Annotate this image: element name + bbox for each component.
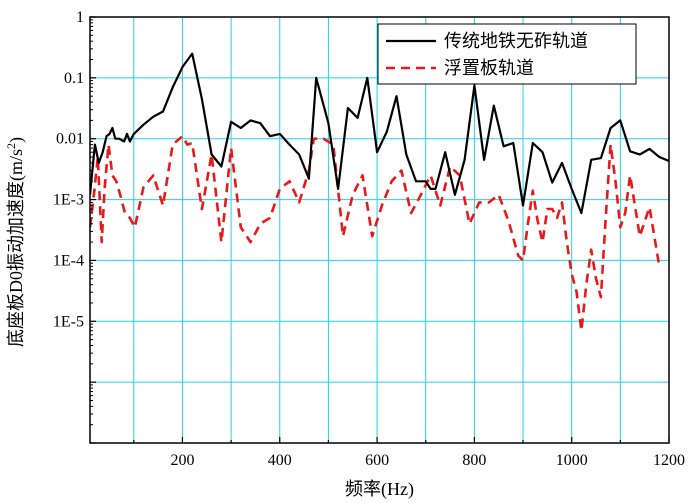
x-tick-label: 600 [365,452,389,469]
y-tick-label: 1E-5 [53,313,84,330]
legend-label-traditional: 传统地铁无砟轨道 [444,31,588,51]
legend: 传统地铁无砟轨道 浮置板轨道 [377,23,637,85]
x-tick-label: 1000 [556,452,588,469]
y-axis-label-main: 底座板D0振动加速度 [6,181,26,347]
y-tick-label: 1 [76,9,84,26]
y-tick-label: 1E-4 [53,252,84,269]
y-axis-label: 底座板D0振动加速度(m/s2) [4,137,27,347]
series-line-traditional [90,52,669,215]
series-line-floating-slab [90,134,661,333]
y-tick-label: 0.1 [64,70,84,87]
axis-ticks: 200 400 600 800 1000 1200 1 0.1 0.01 1E-3 1E-4 1E-5 [53,9,685,469]
legend-box [377,23,637,85]
y-axis-label-unit-exponent: 2 [4,143,18,149]
x-tick-label: 400 [268,452,292,469]
x-tick-label: 800 [462,452,486,469]
x-tick-label: 200 [170,452,194,469]
plot-frame [89,16,670,444]
y-tick-label: 1E-3 [53,192,84,209]
x-tick-label: 1200 [653,452,685,469]
plot-area [90,52,669,333]
legend-label-floating-slab: 浮置板轨道 [444,58,534,78]
x-axis-label: 频率(Hz) [345,479,414,500]
y-axis-label-unit-close: ) [6,137,27,143]
y-axis-label-unit: (m/s [6,149,27,181]
y-tick-label: 0.01 [56,131,84,148]
